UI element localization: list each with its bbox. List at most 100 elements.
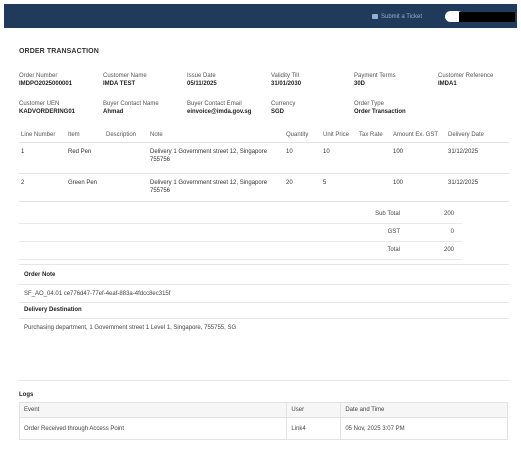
customer-uen-field: Customer UEN KADVORDERING01 [19, 100, 75, 116]
col-quantity: Quantity [284, 128, 321, 143]
customer-name-label: Customer Name [103, 73, 147, 79]
order-type-field: Order Type Order Transaction [354, 100, 406, 116]
customer-reference-value: IMDA1 [438, 81, 457, 87]
cell-delivery-date: 31/12/2025 [446, 142, 509, 174]
total-value: 200 [443, 247, 454, 253]
submit-ticket-label: Submit a Ticket [381, 13, 423, 20]
col-description: Description [104, 128, 148, 143]
cell-line-number: 2 [19, 173, 66, 202]
cell-quantity: 10 [284, 142, 321, 174]
cell-line-number: 1 [19, 142, 66, 174]
payment-terms-field: Payment Terms 30D [354, 72, 396, 88]
col-item: Item [66, 128, 104, 143]
col-delivery-date: Delivery Date [446, 128, 509, 143]
order-number-label: Order Number [19, 73, 58, 79]
cell-note: Delivery 1 Government street 12, Singapo… [148, 142, 284, 174]
gst-value: 0 [450, 229, 454, 235]
cell-amount-ex-gst: 100 [391, 142, 446, 174]
customer-uen-value: KADVORDERING01 [19, 109, 76, 115]
cell-unit-price: 10 [321, 142, 357, 174]
divider [19, 318, 509, 319]
divider [19, 284, 509, 285]
table-row: Order Received through Access Point Link… [18, 417, 508, 440]
order-number-value: IMDPO2025000001 [19, 81, 73, 87]
col-event: Event [18, 402, 288, 418]
user-avatar[interactable] [445, 11, 463, 22]
cell-unit-price: 5 [321, 173, 357, 202]
sub-total-row: Sub Total 200 [19, 206, 462, 224]
payment-terms-value: 30D [354, 81, 366, 87]
cell-item: Green Pen [66, 173, 104, 202]
cell-tax-rate [357, 142, 391, 174]
sub-total-value: 200 [443, 211, 454, 217]
cell-delivery-date: 31/12/2025 [446, 173, 509, 202]
gst-row: GST 0 [19, 224, 462, 242]
order-type-label: Order Type [354, 101, 384, 107]
cell-item: Red Pen [66, 142, 104, 174]
submit-ticket-link[interactable]: Submit a Ticket [372, 12, 422, 21]
payment-terms-label: Payment Terms [354, 73, 396, 79]
cell-tax-rate [357, 173, 391, 202]
cell-date-time: 05 Nov, 2025 3:07 PM [340, 417, 508, 440]
issue-date-value: 05/11/2025 [187, 81, 217, 87]
cell-event: Order Received through Access Point [18, 417, 288, 440]
line-items-header-row: Line Number Item Description Note Quanti… [19, 128, 509, 143]
currency-value: SGD [271, 109, 285, 115]
divider [19, 302, 509, 303]
buyer-contact-name-field: Buyer Contact Name Ahmad [103, 100, 159, 116]
logs-header-row: Event User Date and Time [18, 402, 508, 418]
total-label: Total [387, 247, 400, 253]
buyer-contact-email-label: Buyer Contact Email [187, 101, 242, 107]
col-tax-rate: Tax Rate [357, 128, 391, 143]
validity-till-field: Validity Till 31/01/2030 [271, 72, 301, 88]
cell-note: Delivery 1 Government street 12, Singapo… [148, 173, 284, 202]
sub-total-label: Sub Total [375, 211, 400, 217]
customer-name-value: IMDA TEST [103, 81, 136, 87]
customer-reference-field: Customer Reference IMDA1 [438, 72, 493, 88]
col-note: Note [148, 128, 284, 143]
col-line-number: Line Number [19, 128, 66, 143]
validity-till-label: Validity Till [271, 73, 299, 79]
user-name-redacted [459, 12, 515, 22]
col-date-time: Date and Time [340, 402, 508, 418]
buyer-contact-email-field: Buyer Contact Email einvoice@imda.gov.sg [187, 100, 251, 116]
total-row: Total 200 [19, 242, 462, 260]
order-note-text: SF_AO_04.01 ce776d47-77ef-4eaf-883a-4fdc… [24, 291, 171, 297]
delivery-destination-title: Delivery Destination [24, 307, 82, 313]
delivery-destination-text: Purchasing department, 1 Government stre… [24, 325, 237, 331]
logs-table: Event User Date and Time Order Received … [18, 402, 508, 440]
issue-date-field: Issue Date 05/11/2025 [187, 72, 217, 88]
line-items-table: Line Number Item Description Note Quanti… [19, 128, 509, 202]
cell-description [104, 173, 148, 202]
totals-section: Sub Total 200 GST 0 Total 200 [19, 206, 462, 260]
customer-name-field: Customer Name IMDA TEST [103, 72, 147, 88]
table-row: 2 Green Pen Delivery 1 Government street… [19, 173, 509, 202]
col-amount-ex-gst: Amount Ex. GST [391, 128, 446, 143]
order-type-value: Order Transaction [354, 109, 406, 115]
top-navigation-bar: Submit a Ticket [4, 4, 517, 28]
currency-field: Currency SGD [271, 100, 295, 116]
issue-date-label: Issue Date [187, 73, 216, 79]
buyer-contact-name-value: Ahmad [103, 109, 124, 115]
currency-label: Currency [271, 101, 296, 107]
buyer-contact-name-label: Buyer Contact Name [103, 101, 159, 107]
cell-amount-ex-gst: 100 [391, 173, 446, 202]
customer-uen-label: Customer UEN [19, 101, 60, 107]
divider [19, 264, 509, 265]
page-title: ORDER TRANSACTION [19, 48, 99, 55]
divider [19, 380, 509, 381]
customer-reference-label: Customer Reference [438, 73, 494, 79]
cell-quantity: 20 [284, 173, 321, 202]
gst-label: GST [387, 229, 400, 235]
cell-user: Link4 [286, 417, 342, 440]
order-note-title: Order Note [24, 272, 56, 278]
table-row: 1 Red Pen Delivery 1 Government street 1… [19, 142, 509, 174]
ticket-icon [372, 14, 378, 19]
col-user: User [286, 402, 342, 418]
col-unit-price: Unit Price [321, 128, 357, 143]
buyer-contact-email-value: einvoice@imda.gov.sg [187, 109, 252, 115]
order-number-field: Order Number IMDPO2025000001 [19, 72, 72, 88]
cell-description [104, 142, 148, 174]
validity-till-value: 31/01/2030 [271, 81, 302, 87]
logs-title: Logs [19, 392, 34, 398]
